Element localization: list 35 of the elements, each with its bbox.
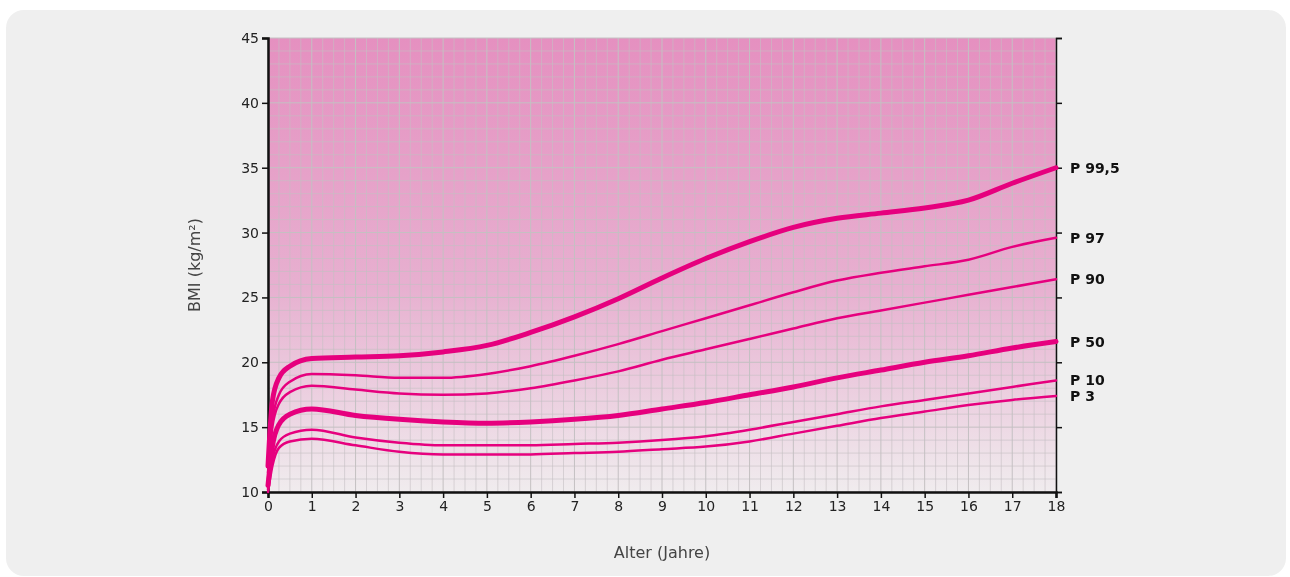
y-tick-label: 45	[241, 29, 259, 46]
x-tick-label: 7	[570, 497, 580, 514]
x-tick-label: 9	[658, 497, 667, 514]
x-tick-label: 2	[351, 497, 361, 514]
series-label: P 90	[1070, 271, 1105, 288]
x-tick-label: 6	[526, 497, 536, 514]
x-tick-label: 1	[307, 497, 317, 514]
x-tick-label: 15	[916, 497, 935, 514]
y-tick-label: 25	[241, 289, 259, 306]
x-tick-label: 12	[784, 497, 803, 514]
series-label: P 3	[1070, 388, 1095, 405]
x-tick-label: 11	[741, 497, 759, 514]
y-tick-label: 30	[241, 224, 259, 241]
y-tick-label: 15	[241, 419, 259, 436]
x-tick-label: 0	[264, 497, 273, 514]
y-tick-label: 10	[241, 483, 259, 500]
x-tick-label: 14	[872, 497, 891, 514]
y-axis-title: BMI (kg/m²)	[185, 218, 204, 312]
x-tick-label: 18	[1047, 497, 1066, 514]
x-axis-title: Alter (Jahre)	[613, 543, 711, 562]
x-tick-label: 5	[482, 497, 492, 514]
x-tick-label: 10	[697, 497, 716, 514]
x-tick-label: 8	[614, 497, 624, 514]
x-tick-label: 3	[395, 497, 405, 514]
x-tick-label: 13	[828, 497, 847, 514]
x-tick-label: 4	[439, 497, 449, 514]
series-label: P 50	[1070, 333, 1105, 350]
y-tick-label: 35	[241, 159, 259, 176]
y-tick-label: 40	[241, 94, 259, 111]
series-label: P 97	[1070, 229, 1105, 246]
x-tick-label: 17	[1003, 497, 1022, 514]
y-tick-label: 20	[241, 354, 259, 371]
x-tick-label: 16	[960, 497, 978, 514]
series-label: P 10	[1070, 372, 1105, 389]
series-label: P 99,5	[1070, 159, 1120, 176]
